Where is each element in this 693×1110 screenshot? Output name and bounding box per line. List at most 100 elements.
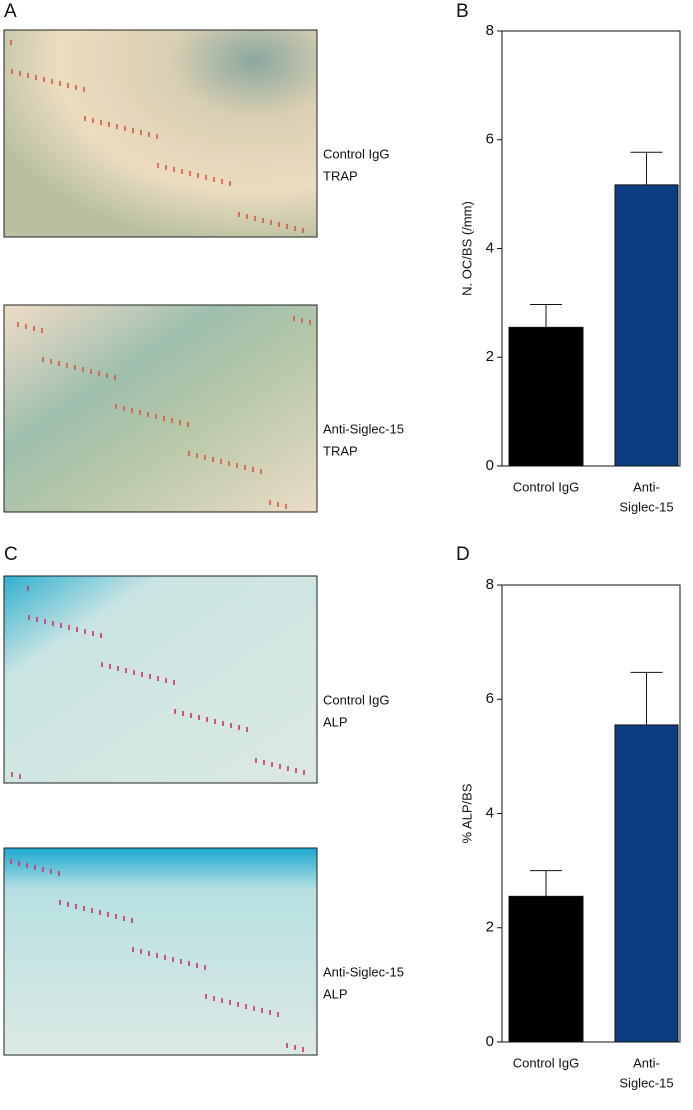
stain-spot bbox=[82, 367, 84, 372]
stain-spot bbox=[36, 617, 38, 622]
x-tick-label: Anti- bbox=[633, 1055, 660, 1070]
stain-spot bbox=[237, 1002, 239, 1007]
stain-spot bbox=[212, 457, 214, 462]
stain-spot bbox=[25, 324, 27, 329]
stain-spot bbox=[180, 959, 182, 964]
stain-spot bbox=[263, 760, 265, 765]
panel-label: A bbox=[4, 1, 17, 22]
stain-spot bbox=[132, 947, 134, 952]
stain-spot bbox=[106, 373, 108, 378]
stain-spot bbox=[90, 369, 92, 374]
stain-spot bbox=[108, 122, 110, 127]
stain-spot bbox=[58, 871, 60, 876]
stain-spot bbox=[165, 678, 167, 683]
stain-spot bbox=[279, 764, 281, 769]
stain-spot bbox=[148, 951, 150, 956]
stain-spot bbox=[293, 316, 295, 321]
stain-spot bbox=[125, 668, 127, 673]
stain-spot bbox=[302, 228, 304, 233]
stain-spot bbox=[238, 212, 240, 217]
micrograph bbox=[3, 575, 318, 784]
stain-spot bbox=[133, 670, 135, 675]
stain-spot bbox=[51, 79, 53, 84]
stain-spot bbox=[75, 904, 77, 909]
stain-spot bbox=[222, 721, 224, 726]
stain-spot bbox=[287, 766, 289, 771]
stain-spot bbox=[246, 214, 248, 219]
stain-spot bbox=[173, 167, 175, 172]
stain-spot bbox=[66, 363, 68, 368]
y-tick-label: 2 bbox=[486, 348, 494, 365]
stain-spot bbox=[189, 171, 191, 176]
stain-spot bbox=[157, 163, 159, 168]
stain-spot bbox=[204, 455, 206, 460]
stain-spot bbox=[196, 453, 198, 458]
stain-spot bbox=[34, 865, 36, 870]
stain-spot bbox=[174, 709, 176, 714]
x-tick-label: Control IgG bbox=[513, 1055, 579, 1070]
image-caption: ALP bbox=[323, 714, 348, 729]
stain-spot bbox=[294, 226, 296, 231]
stain-spot bbox=[155, 414, 157, 419]
stain-spot bbox=[277, 502, 279, 507]
x-tick-label: Anti- bbox=[633, 479, 660, 494]
stain-spot bbox=[139, 410, 141, 415]
stain-spot bbox=[271, 762, 273, 767]
stain-spot bbox=[294, 1045, 296, 1050]
stain-spot bbox=[60, 623, 62, 628]
stain-spot bbox=[309, 320, 311, 325]
stain-spot bbox=[27, 586, 29, 591]
panel-label: B bbox=[456, 1, 469, 22]
stain-spot bbox=[172, 957, 174, 962]
stain-spot bbox=[245, 1004, 247, 1009]
stain-spot bbox=[147, 412, 149, 417]
stain-spot bbox=[164, 955, 166, 960]
stain-spot bbox=[10, 859, 12, 864]
y-tick-label: 0 bbox=[486, 457, 494, 474]
stain-spot bbox=[163, 416, 165, 421]
stain-spot bbox=[278, 222, 280, 227]
y-tick-label: 2 bbox=[486, 919, 494, 936]
stain-spot bbox=[285, 504, 287, 509]
stain-spot bbox=[107, 912, 109, 917]
stain-spot bbox=[182, 711, 184, 716]
stain-spot bbox=[26, 863, 28, 868]
image-caption: TRAP bbox=[323, 168, 358, 183]
stain-spot bbox=[228, 461, 230, 466]
micrograph bbox=[3, 29, 318, 238]
stain-spot bbox=[286, 1043, 288, 1048]
y-tick-label: 8 bbox=[486, 576, 494, 593]
stain-spot bbox=[11, 772, 13, 777]
stain-spot bbox=[269, 1010, 271, 1015]
stain-spot bbox=[19, 71, 21, 76]
stain-spot bbox=[262, 218, 264, 223]
stain-spot bbox=[42, 357, 44, 362]
stain-spot bbox=[229, 1000, 231, 1005]
stain-spot bbox=[261, 1008, 263, 1013]
image-caption: Control IgG bbox=[323, 146, 389, 161]
stain-spot bbox=[83, 906, 85, 911]
stain-spot bbox=[255, 758, 257, 763]
stain-spot bbox=[83, 87, 85, 92]
stain-spot bbox=[303, 770, 305, 775]
stain-spot bbox=[115, 404, 117, 409]
stain-spot bbox=[187, 422, 189, 427]
image-caption: ALP bbox=[323, 986, 348, 1001]
stain-spot bbox=[59, 900, 61, 905]
stain-spot bbox=[68, 625, 70, 630]
image-caption: Anti-Siglec-15 bbox=[323, 964, 404, 979]
stain-spot bbox=[100, 120, 102, 125]
stain-spot bbox=[123, 406, 125, 411]
stain-spot bbox=[253, 1006, 255, 1011]
y-tick-label: 4 bbox=[486, 804, 494, 821]
stain-spot bbox=[114, 375, 116, 380]
micrographs: A Control IgG TRAP Anti-Siglec-15 TRAP C Contr… bbox=[3, 1, 404, 1056]
stain-spot bbox=[269, 500, 271, 505]
stain-spot bbox=[35, 75, 37, 80]
stain-spot bbox=[277, 1012, 279, 1017]
y-axis-label: N. OC/BS (/mm) bbox=[459, 201, 474, 296]
bar bbox=[508, 326, 584, 467]
stain-spot bbox=[238, 725, 240, 730]
stain-spot bbox=[92, 118, 94, 123]
